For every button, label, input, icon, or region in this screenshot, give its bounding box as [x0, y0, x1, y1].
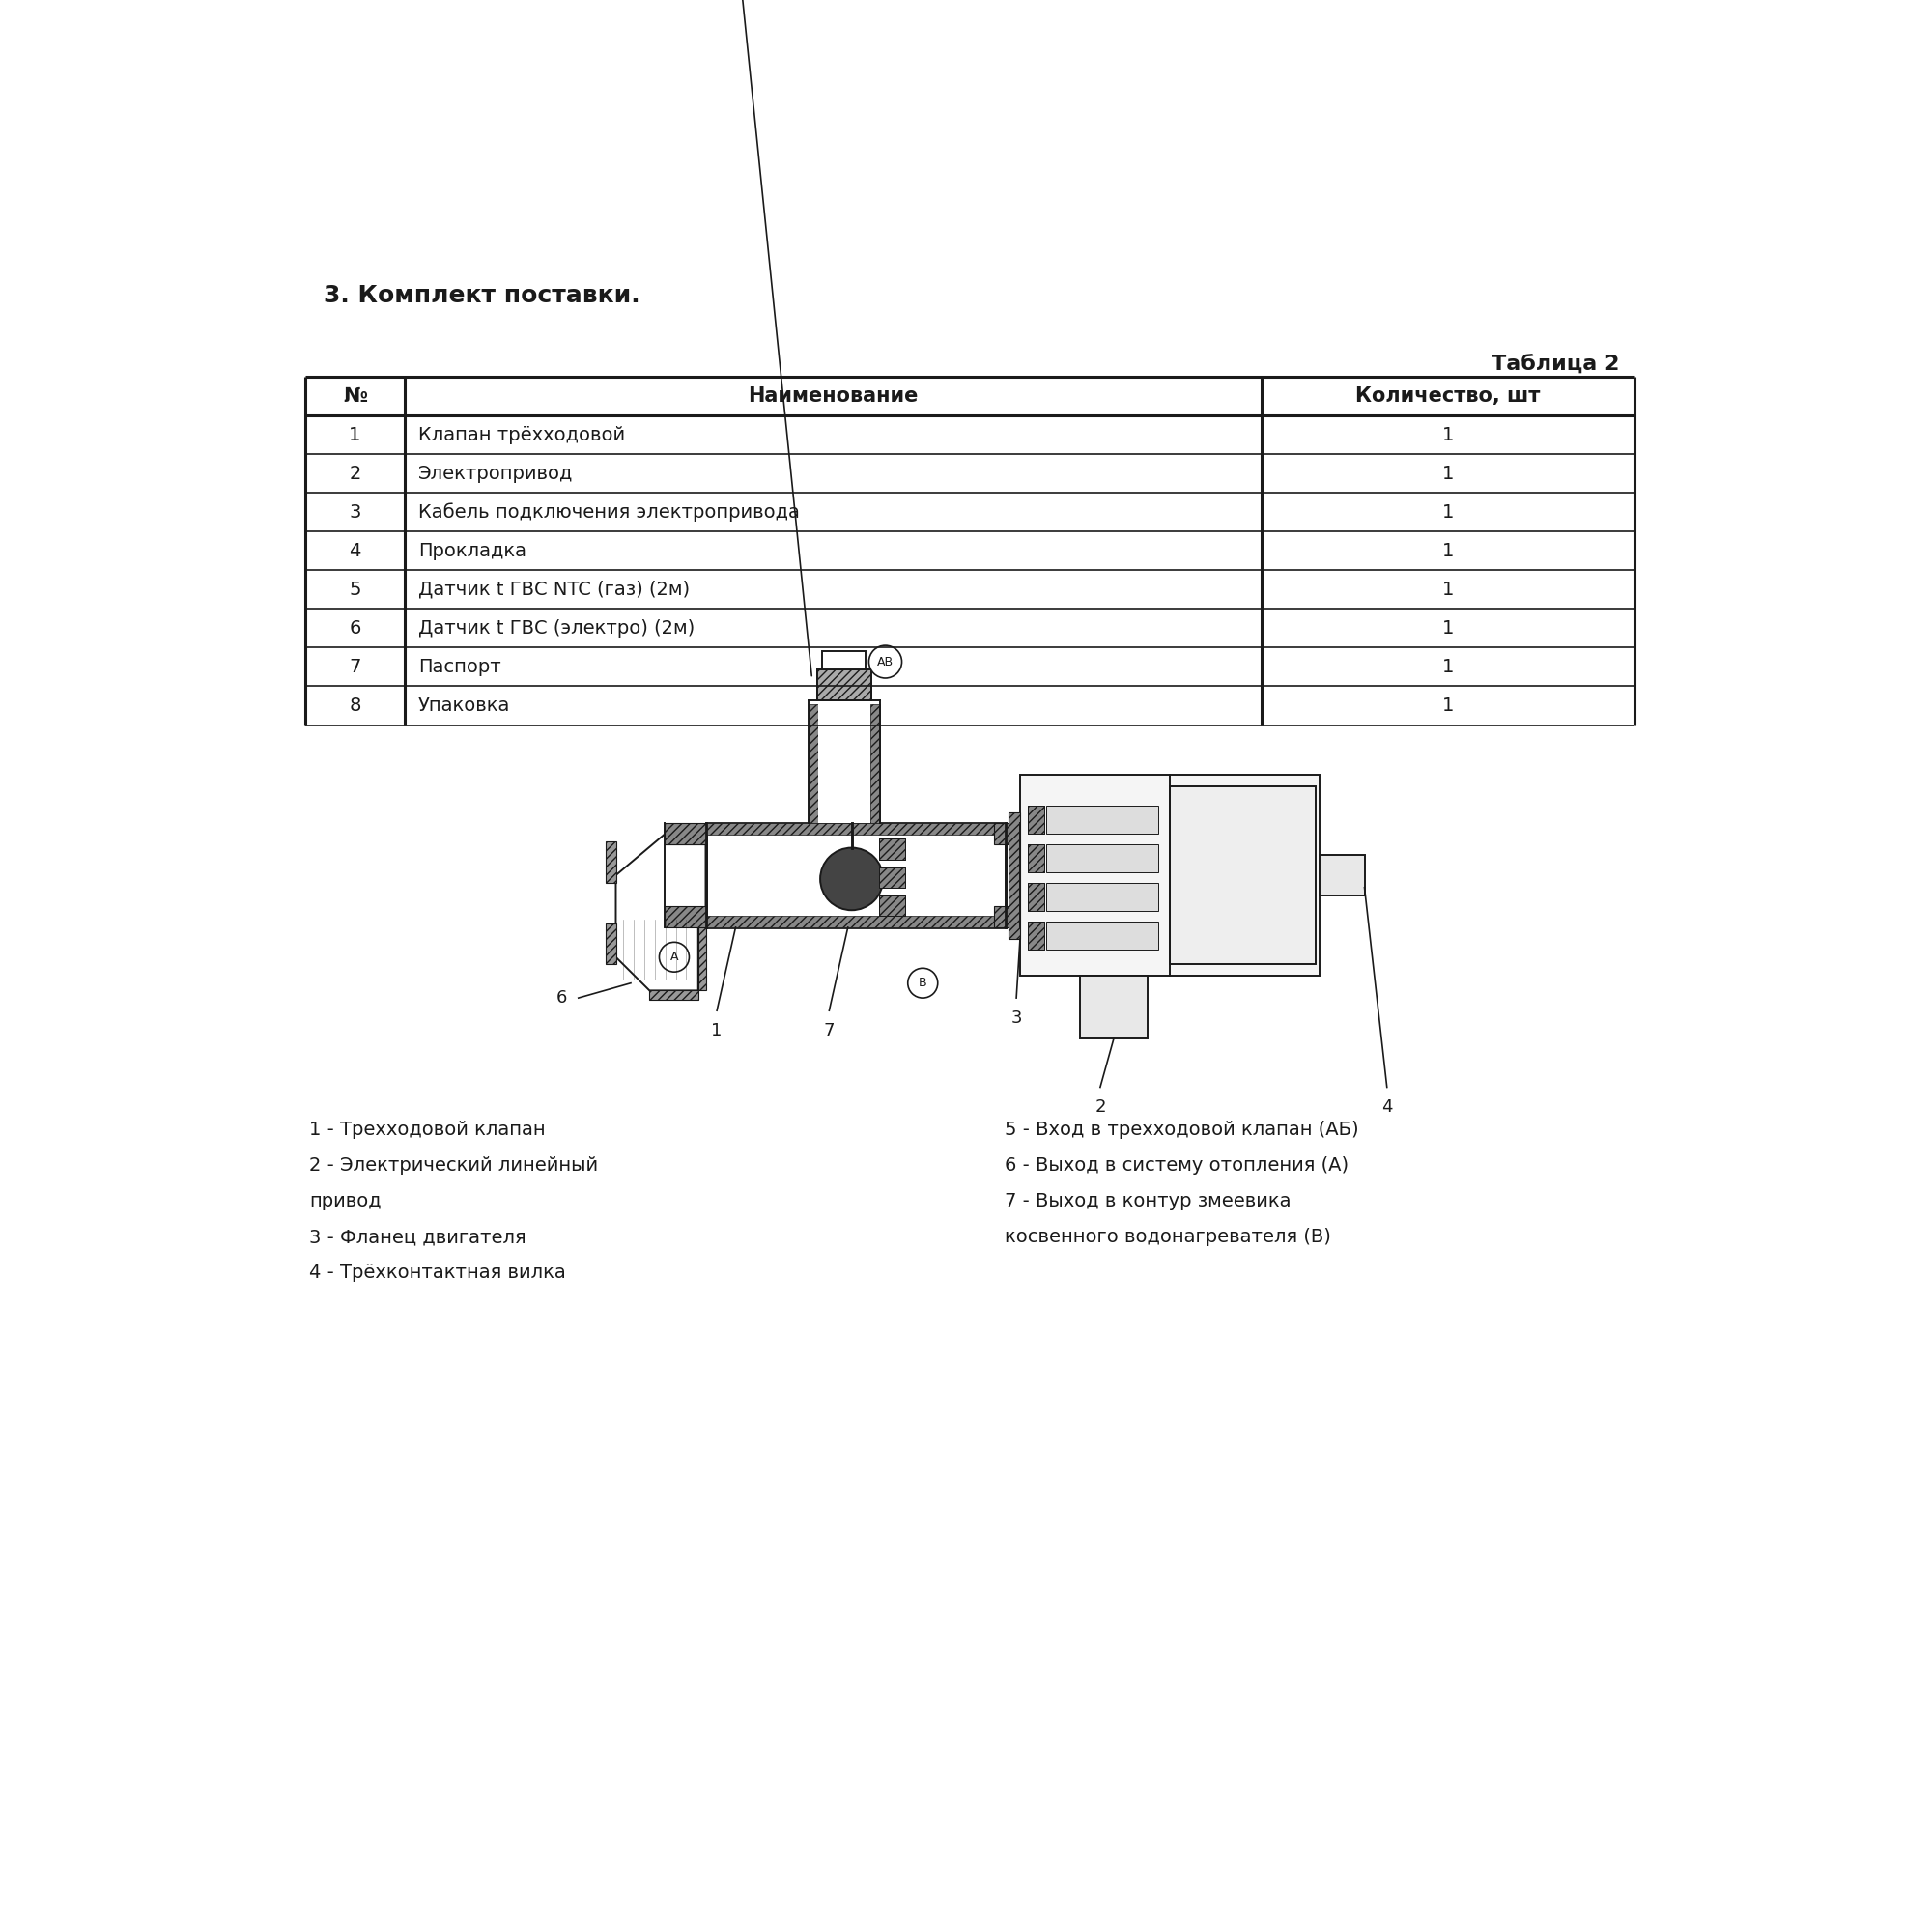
- Bar: [649, 991, 697, 1001]
- Text: Паспорт: Паспорт: [417, 657, 500, 676]
- Circle shape: [821, 848, 883, 910]
- Bar: [1028, 883, 1043, 912]
- Bar: [879, 867, 906, 889]
- Bar: [1028, 922, 1043, 951]
- Bar: [1020, 775, 1320, 976]
- Bar: [869, 703, 881, 823]
- Bar: [705, 823, 1005, 927]
- Text: AB: AB: [877, 655, 895, 668]
- Text: Кабель подключения электропривода: Кабель подключения электропривода: [417, 502, 800, 522]
- Bar: [1171, 786, 1316, 964]
- Text: 1 - Трехходовой клапан: 1 - Трехходовой клапан: [309, 1121, 545, 1140]
- Circle shape: [869, 645, 902, 678]
- Text: 2: 2: [1095, 1099, 1105, 1117]
- Bar: [1047, 806, 1159, 833]
- Text: 6: 6: [350, 618, 361, 638]
- Text: 8: 8: [350, 696, 361, 715]
- Bar: [1028, 883, 1043, 912]
- Text: 6: 6: [556, 989, 568, 1007]
- Text: 6 - Выход в систему отопления (А): 6 - Выход в систему отопления (А): [1005, 1157, 1349, 1175]
- Circle shape: [659, 943, 690, 972]
- Text: 3: 3: [1010, 1009, 1022, 1026]
- Text: Количество, шт: Количество, шт: [1356, 386, 1540, 406]
- Bar: [1028, 844, 1043, 871]
- Text: Датчик t ГВС (электро) (2м): Датчик t ГВС (электро) (2м): [417, 618, 696, 638]
- Bar: [817, 701, 869, 823]
- Text: 4: 4: [350, 541, 361, 560]
- Text: 7: 7: [823, 1022, 835, 1039]
- Text: 1: 1: [350, 425, 361, 444]
- Text: косвенного водонагревателя (В): косвенного водонагревателя (В): [1005, 1229, 1331, 1246]
- Text: Упаковка: Упаковка: [417, 696, 510, 715]
- Text: 7: 7: [350, 657, 361, 676]
- Text: 1: 1: [1441, 541, 1455, 560]
- Text: 1: 1: [1441, 580, 1455, 599]
- Bar: [993, 823, 1020, 844]
- Bar: [607, 923, 616, 964]
- Text: 7 - Выход в контур змеевика: 7 - Выход в контур змеевика: [1005, 1192, 1291, 1211]
- Bar: [1047, 922, 1159, 951]
- Bar: [1047, 844, 1159, 871]
- Bar: [993, 906, 1020, 927]
- Text: 3. Комплект поставки.: 3. Комплект поставки.: [325, 284, 639, 307]
- Bar: [823, 651, 866, 668]
- Text: B: B: [918, 978, 927, 989]
- Text: 2: 2: [350, 464, 361, 483]
- Bar: [1047, 883, 1159, 912]
- Text: 1: 1: [1441, 696, 1455, 715]
- Bar: [879, 895, 906, 916]
- Bar: [879, 838, 906, 860]
- Text: 1: 1: [1441, 657, 1455, 676]
- Bar: [808, 703, 817, 823]
- Bar: [879, 895, 906, 916]
- Text: Электропривод: Электропривод: [417, 464, 574, 483]
- Text: 1: 1: [1441, 618, 1455, 638]
- Bar: [879, 838, 906, 860]
- Text: 2 - Электрический линейный: 2 - Электрический линейный: [309, 1157, 597, 1175]
- Text: Датчик t ГВС NTC (газ) (2м): Датчик t ГВС NTC (газ) (2м): [417, 580, 690, 599]
- Text: 4: 4: [1381, 1099, 1393, 1117]
- Text: привод: привод: [309, 1192, 381, 1211]
- Text: Таблица 2: Таблица 2: [1492, 355, 1619, 375]
- Polygon shape: [616, 835, 705, 991]
- Bar: [1028, 806, 1043, 833]
- Text: 5: 5: [350, 580, 361, 599]
- Bar: [1028, 922, 1043, 951]
- Bar: [705, 916, 1005, 927]
- Text: 4 - Трёхконтактная вилка: 4 - Трёхконтактная вилка: [309, 1264, 566, 1281]
- Text: 5 - Вход в трехходовой клапан (АБ): 5 - Вход в трехходовой клапан (АБ): [1005, 1121, 1360, 1140]
- Bar: [665, 835, 705, 844]
- Bar: [697, 916, 705, 991]
- Text: 3 - Фланец двигателя: 3 - Фланец двигателя: [309, 1229, 526, 1246]
- Text: Наименование: Наименование: [748, 386, 918, 406]
- Text: 1: 1: [1441, 502, 1455, 522]
- Bar: [1028, 806, 1043, 833]
- Bar: [879, 867, 906, 889]
- Bar: [817, 668, 871, 701]
- Bar: [1009, 811, 1020, 939]
- Bar: [665, 823, 705, 844]
- Bar: [1080, 976, 1148, 1039]
- Bar: [817, 668, 871, 701]
- Text: Прокладка: Прокладка: [417, 541, 526, 560]
- Text: №: №: [342, 386, 367, 406]
- Text: 1: 1: [711, 1022, 723, 1039]
- Bar: [665, 906, 705, 927]
- Text: 1: 1: [1441, 464, 1455, 483]
- Text: A: A: [670, 951, 678, 964]
- Bar: [1320, 854, 1364, 896]
- Bar: [705, 823, 1005, 835]
- Text: 3: 3: [350, 502, 361, 522]
- Circle shape: [908, 968, 937, 999]
- Text: Клапан трёхходовой: Клапан трёхходовой: [417, 425, 626, 444]
- Text: 1: 1: [1441, 425, 1455, 444]
- Bar: [1028, 844, 1043, 871]
- Bar: [607, 842, 616, 883]
